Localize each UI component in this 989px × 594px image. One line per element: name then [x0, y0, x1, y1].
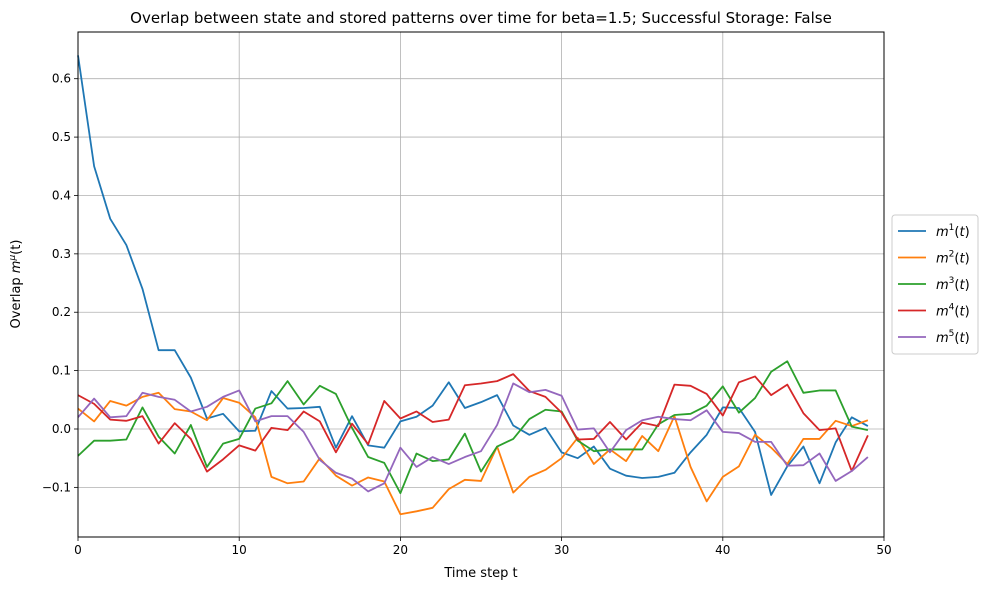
series-line-m5: [77, 382, 869, 493]
y-axis-label-suffix: (t): [9, 240, 24, 255]
series-line-m4: [77, 373, 869, 473]
y-tick-label: 0.2: [52, 305, 71, 319]
plot-area: [77, 55, 869, 516]
legend-label: m5(t): [936, 329, 970, 346]
y-tick-label: 0.0: [52, 422, 71, 436]
y-tick-label: 0.5: [52, 130, 71, 144]
legend-label: m2(t): [936, 250, 970, 267]
legend-label: m3(t): [936, 276, 970, 293]
chart-title: Overlap between state and stored pattern…: [130, 9, 832, 27]
y-axis-label-sup: μ: [8, 255, 18, 262]
y-tick-label: 0.1: [52, 364, 71, 378]
legend: m1(t) m2(t) m3(t) m4(t) m5(t): [891, 214, 979, 355]
y-tick-label: −0.1: [42, 480, 71, 494]
x-tick-label: 50: [876, 543, 891, 557]
plot-frame: [77, 31, 885, 538]
y-tick-label: 0.6: [52, 72, 71, 86]
x-tick-label: 30: [554, 543, 569, 557]
x-tick-label: 0: [74, 543, 82, 557]
legend-label: m4(t): [936, 303, 970, 320]
x-axis-label: Time step t: [443, 566, 517, 581]
x-tick-label: 10: [232, 543, 247, 557]
series-line-m3: [77, 360, 869, 495]
x-tick-label: 40: [715, 543, 730, 557]
series-line-m2: [77, 391, 869, 516]
y-axis-label-prefix: Overlap: [9, 273, 24, 328]
y-tick-label: 0.3: [52, 247, 71, 261]
legend-frame: [891, 214, 979, 355]
y-axis-label: Overlap mμ(t): [8, 240, 24, 329]
y-axis-label-math: m: [9, 261, 24, 274]
legend-label: m1(t): [936, 223, 970, 240]
y-tick-label: 0.4: [52, 188, 71, 202]
axis-ticks: 0 10 20 30 40 50 −0.1 0.0 0.1 0.2 0.3 0.4 0.5 0.6: [42, 72, 892, 557]
x-tick-label: 20: [393, 543, 408, 557]
